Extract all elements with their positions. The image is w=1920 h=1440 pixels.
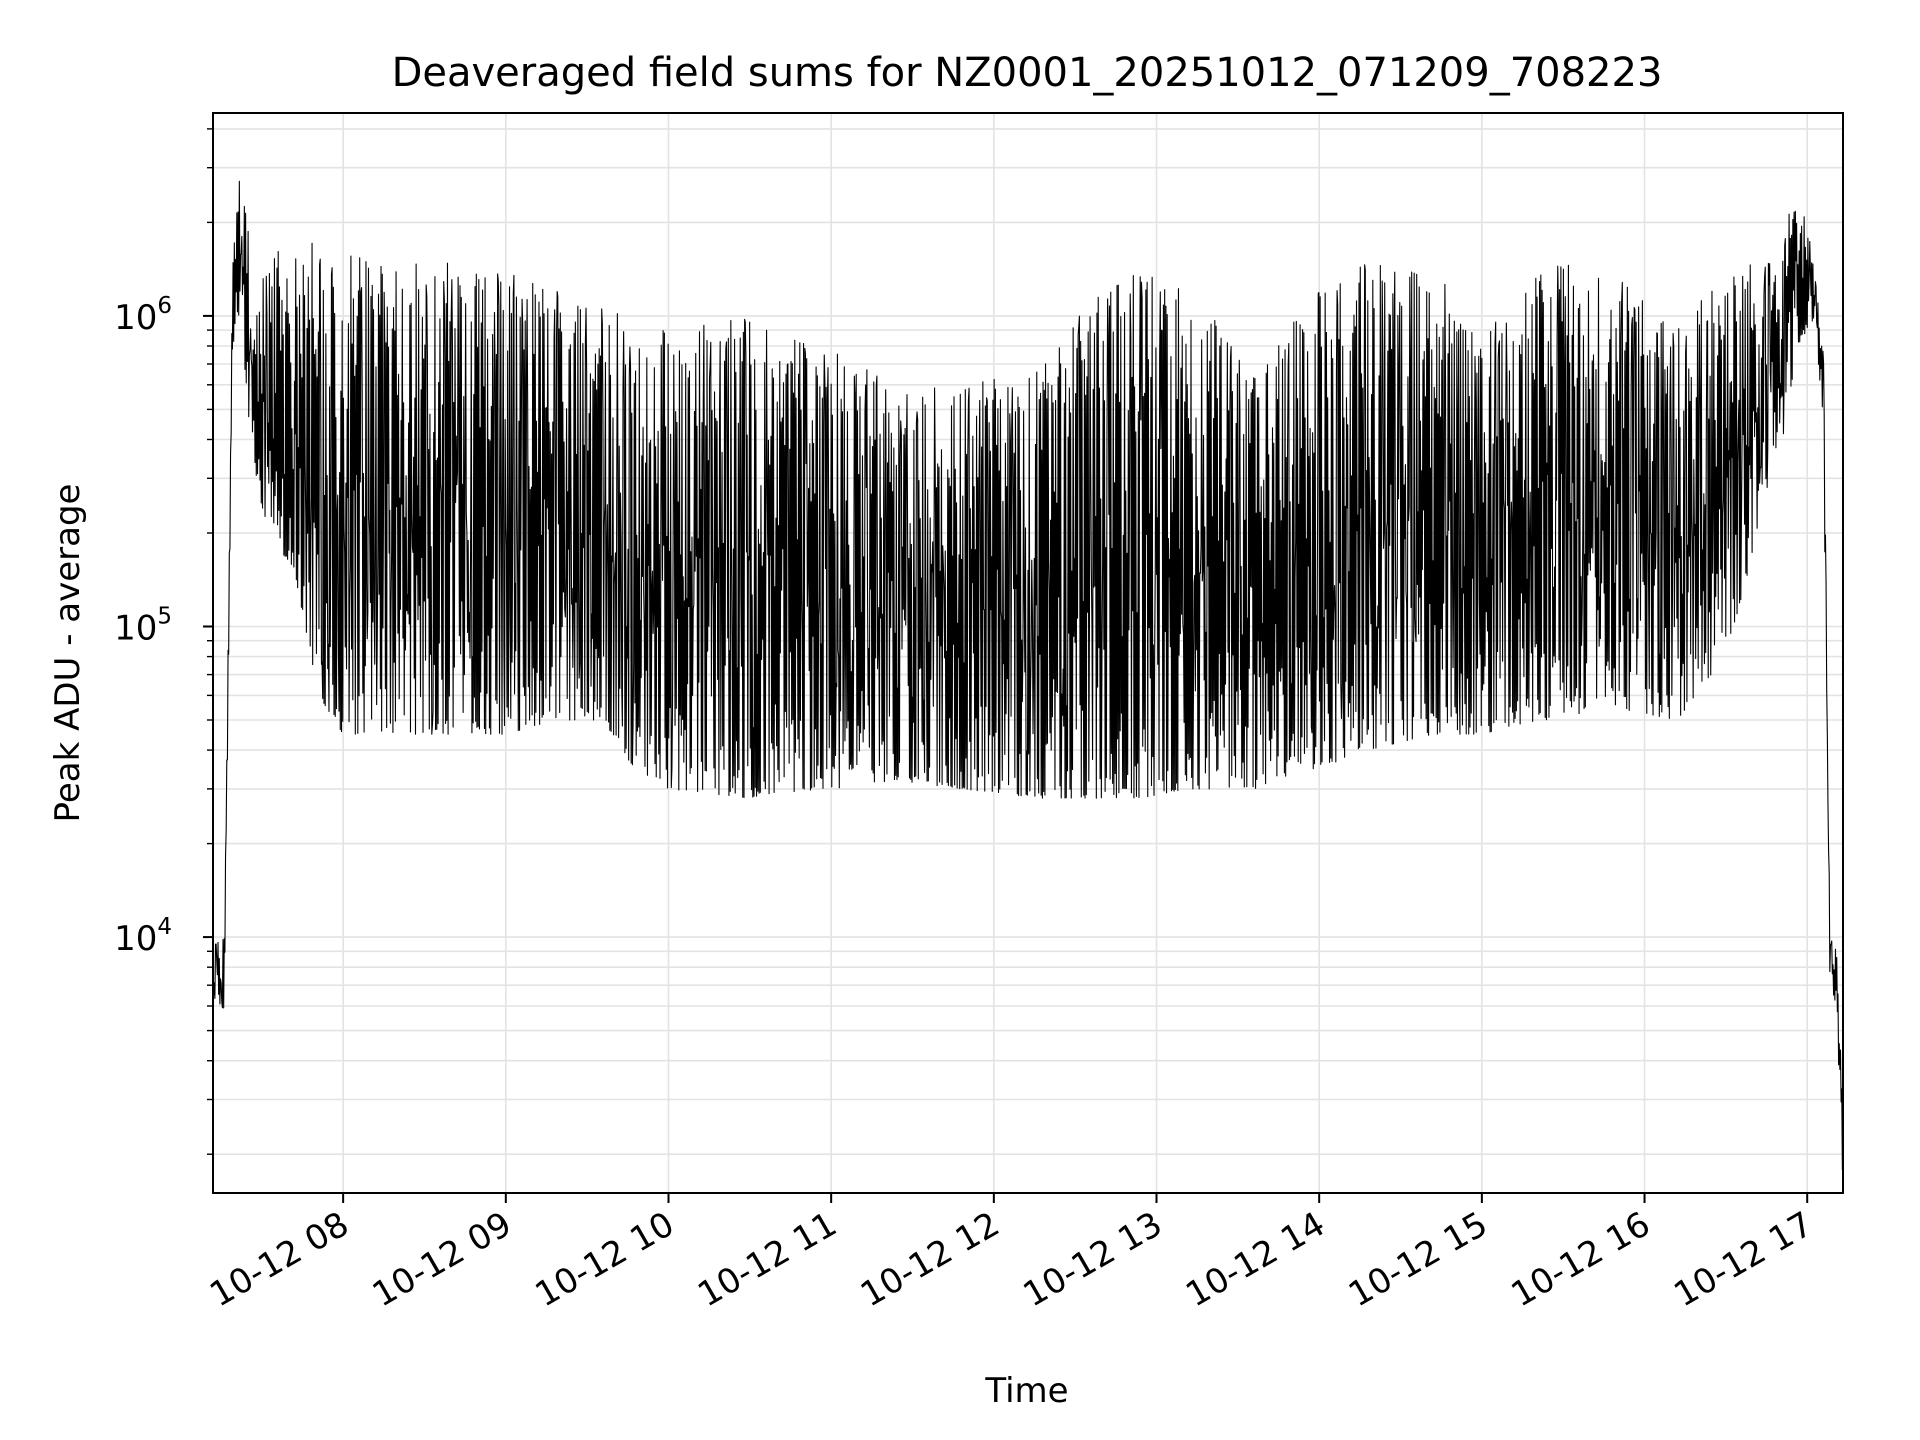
y-axis-label: Peak ADU - average <box>48 484 88 823</box>
y-tick-exponent: 5 <box>157 603 172 629</box>
x-axis-label: Time <box>984 1371 1068 1411</box>
grid-layer <box>213 113 1843 1193</box>
chart-title: Deaveraged field sums for NZ0001_2025101… <box>392 50 1663 96</box>
y-tick-label: 104 <box>114 914 172 959</box>
y-tick-exponent: 6 <box>157 293 172 319</box>
y-tick-base: 10 <box>114 298 157 338</box>
series-line <box>212 180 1844 1171</box>
y-tick-label: 105 <box>114 603 172 648</box>
plot-frame <box>212 112 1844 1194</box>
data-layer <box>212 180 1844 1171</box>
y-tick-label: 106 <box>114 293 172 338</box>
y-tick-base: 10 <box>114 608 157 648</box>
y-tick-base: 10 <box>114 919 157 959</box>
y-tick-exponent: 4 <box>157 914 172 940</box>
